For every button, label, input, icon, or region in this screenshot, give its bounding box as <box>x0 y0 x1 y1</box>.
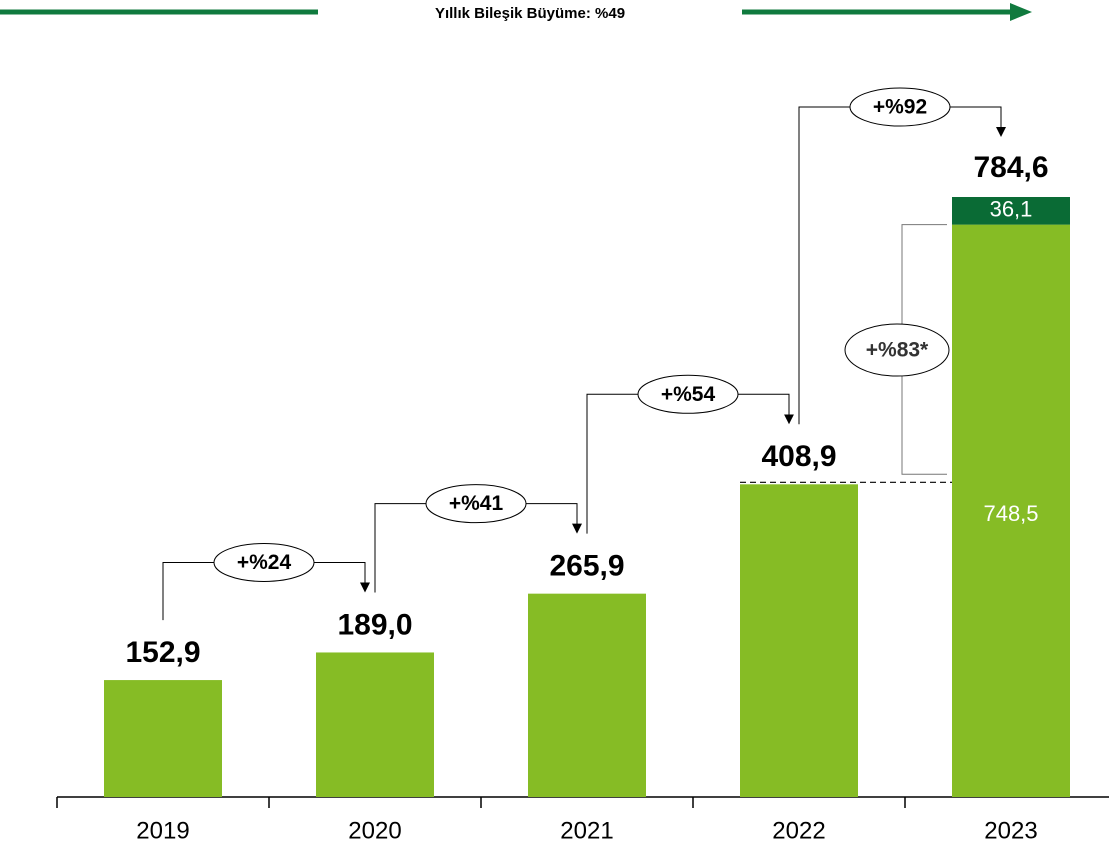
header-arrow-head <box>1010 3 1032 21</box>
growth-label: +%54 <box>661 383 716 406</box>
x-tick-label: 2021 <box>560 817 613 844</box>
value-label: 265,9 <box>549 550 624 583</box>
growth-bubble <box>213 542 315 582</box>
x-tick-label: 2020 <box>348 817 401 844</box>
bar <box>104 680 222 797</box>
core-growth-label: +%83* <box>866 339 929 362</box>
x-tick-label: 2023 <box>984 817 1037 844</box>
value-label: 36,1 <box>990 197 1033 222</box>
value-label: 748,5 <box>983 501 1038 526</box>
core-bubble <box>844 323 950 377</box>
bar <box>952 224 1070 797</box>
x-tick-label: 2019 <box>136 817 189 844</box>
value-label: 152,9 <box>125 636 200 669</box>
bar <box>316 652 434 797</box>
chart-title: Yıllık Bileşik Büyüme: %49 <box>435 5 625 22</box>
bar <box>952 197 1070 225</box>
growth-bubble <box>425 484 527 524</box>
bar <box>528 593 646 797</box>
value-label: 189,0 <box>337 608 412 641</box>
growth-bubble <box>849 87 951 127</box>
growth-bubble <box>637 374 739 414</box>
x-tick-label: 2022 <box>772 817 825 844</box>
growth-label: +%41 <box>449 492 504 515</box>
growth-label: +%92 <box>873 96 927 119</box>
growth-label: +%24 <box>237 551 292 574</box>
bar <box>740 484 858 797</box>
value-label: 408,9 <box>761 440 836 473</box>
total-label: 784,6 <box>973 151 1048 184</box>
